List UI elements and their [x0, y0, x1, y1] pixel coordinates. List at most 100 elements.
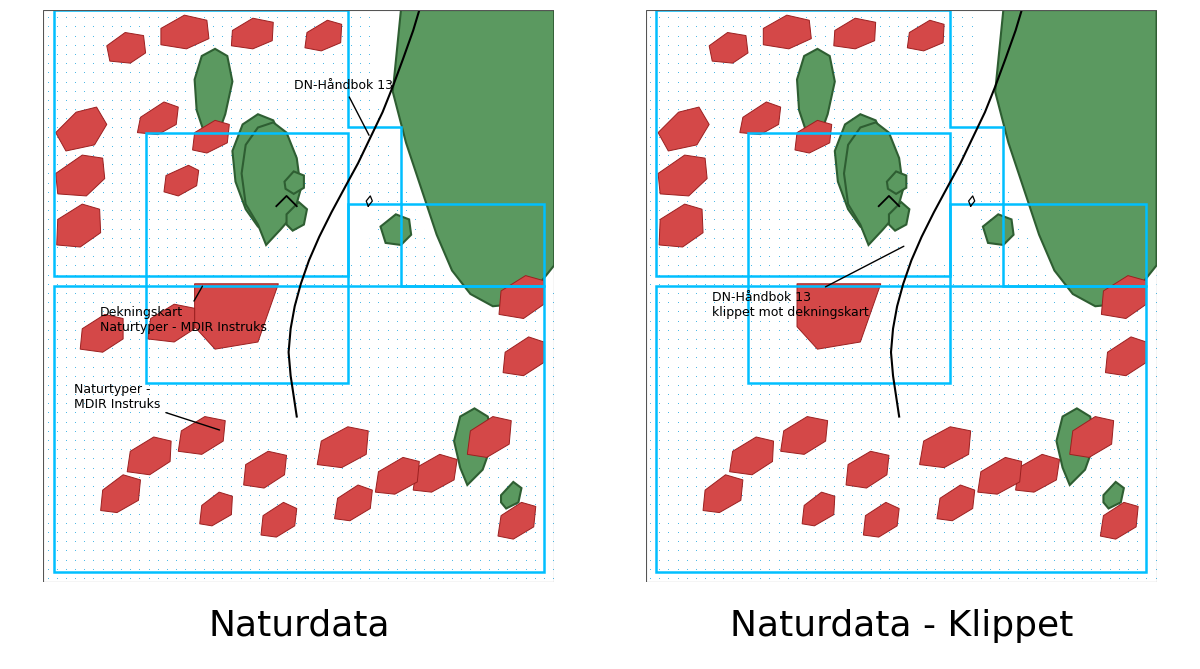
Point: [824, 113, 844, 124]
Point: [1054, 12, 1073, 23]
Point: [286, 435, 305, 446]
Point: [704, 205, 724, 215]
Point: [66, 536, 85, 547]
Point: [396, 39, 415, 50]
Point: [907, 76, 926, 87]
Point: [424, 122, 443, 133]
Point: [962, 371, 982, 381]
Point: [724, 554, 743, 565]
Point: [240, 168, 259, 179]
Point: [112, 122, 131, 133]
Point: [1100, 371, 1120, 381]
Point: [742, 554, 761, 565]
Point: [470, 86, 490, 96]
Point: [779, 187, 798, 197]
Point: [341, 407, 360, 418]
Point: [815, 122, 834, 133]
Point: [1146, 444, 1165, 455]
Point: [84, 444, 103, 455]
Point: [1128, 242, 1147, 252]
Point: [677, 517, 696, 528]
Point: [130, 159, 149, 170]
Point: [659, 379, 678, 390]
Point: [250, 480, 269, 491]
Point: [84, 324, 103, 335]
Point: [1008, 324, 1027, 335]
Point: [998, 150, 1018, 161]
Point: [1081, 554, 1100, 565]
Point: [451, 343, 470, 353]
Point: [760, 554, 779, 565]
Point: [998, 76, 1018, 87]
Point: [833, 425, 852, 436]
Point: [470, 527, 490, 537]
Point: [121, 527, 140, 537]
Point: [1128, 288, 1147, 298]
Point: [704, 361, 724, 372]
Point: [424, 453, 443, 464]
Point: [1118, 379, 1138, 390]
Point: [204, 251, 223, 262]
Point: [277, 499, 296, 510]
Point: [240, 563, 259, 574]
Point: [833, 315, 852, 326]
Point: [286, 140, 305, 151]
Point: [1018, 545, 1037, 556]
Point: [1026, 490, 1045, 500]
Point: [139, 315, 158, 326]
Point: [149, 86, 168, 96]
Point: [433, 113, 452, 124]
Point: [935, 480, 954, 491]
Point: [516, 76, 535, 87]
Point: [250, 30, 269, 41]
Point: [176, 361, 196, 372]
Point: [240, 527, 259, 537]
Point: [833, 113, 852, 124]
Point: [732, 554, 751, 565]
Point: [971, 242, 990, 252]
Point: [833, 379, 852, 390]
Point: [1054, 39, 1073, 50]
Point: [980, 168, 1000, 179]
Point: [167, 444, 186, 455]
Point: [130, 343, 149, 353]
Point: [268, 251, 287, 262]
Point: [1146, 407, 1165, 418]
Point: [506, 508, 526, 519]
Point: [815, 444, 834, 455]
Point: [388, 508, 407, 519]
Point: [842, 554, 862, 565]
Point: [204, 573, 223, 583]
Point: [102, 416, 121, 427]
Point: [461, 196, 480, 207]
Point: [396, 269, 415, 280]
Point: [742, 278, 761, 289]
Point: [980, 379, 1000, 390]
Point: [787, 30, 806, 41]
Point: [433, 278, 452, 289]
Point: [696, 187, 715, 197]
Polygon shape: [1102, 276, 1146, 318]
Point: [149, 76, 168, 87]
Point: [341, 21, 360, 31]
Point: [870, 371, 889, 381]
Point: [806, 508, 826, 519]
Point: [433, 49, 452, 60]
Point: [323, 150, 342, 161]
Point: [305, 269, 324, 280]
Point: [916, 527, 935, 537]
Point: [998, 94, 1018, 105]
Point: [443, 260, 462, 271]
Point: [990, 573, 1009, 583]
Point: [990, 205, 1009, 215]
Point: [157, 168, 176, 179]
Point: [313, 30, 332, 41]
Point: [925, 536, 944, 547]
Point: [815, 58, 834, 68]
Point: [268, 223, 287, 234]
Point: [443, 527, 462, 537]
Point: [1100, 122, 1120, 133]
Point: [313, 76, 332, 87]
Point: [852, 232, 871, 243]
Point: [704, 490, 724, 500]
